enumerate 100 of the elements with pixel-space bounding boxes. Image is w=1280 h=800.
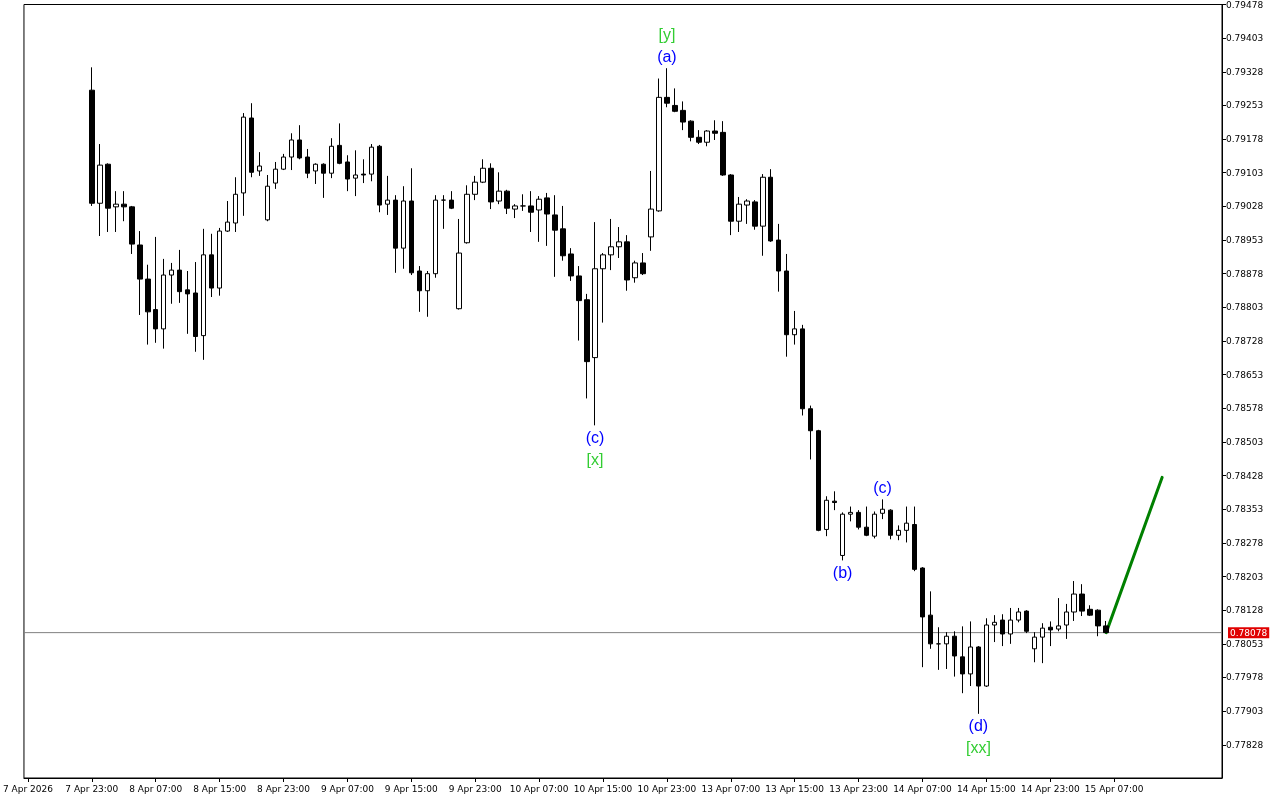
candlestick bbox=[97, 143, 103, 237]
y-tick-label: 0.77978 bbox=[1226, 672, 1264, 683]
y-tick-label: 0.78578 bbox=[1226, 403, 1264, 414]
candlestick bbox=[840, 511, 845, 561]
candlestick bbox=[145, 264, 151, 346]
y-tick-label: 0.78503 bbox=[1226, 436, 1264, 447]
y-tick-label: 0.78278 bbox=[1226, 537, 1264, 548]
y-tick-label: 0.77903 bbox=[1226, 706, 1264, 717]
y-tick-label: 0.78353 bbox=[1226, 504, 1264, 515]
y-tick-label: 0.79328 bbox=[1226, 66, 1264, 77]
candlestick bbox=[800, 324, 805, 416]
candlestick bbox=[225, 200, 230, 233]
candlestick bbox=[177, 249, 182, 304]
candlestick bbox=[337, 122, 342, 165]
x-tick-label: 9 Apr 15:00 bbox=[384, 783, 439, 794]
candlestick bbox=[928, 590, 933, 650]
candlestick bbox=[552, 194, 558, 278]
x-tick-label: 8 Apr 07:00 bbox=[129, 783, 183, 794]
candlestick bbox=[105, 162, 111, 233]
candlestick bbox=[792, 310, 797, 346]
y-tick-label: 0.79028 bbox=[1226, 201, 1264, 212]
candlestick bbox=[1016, 607, 1021, 623]
x-tick-label: 14 Apr 23:00 bbox=[1020, 783, 1080, 794]
candlestick bbox=[1000, 613, 1005, 647]
candlestick bbox=[824, 495, 829, 537]
candlestick bbox=[568, 247, 574, 282]
candlestick bbox=[305, 148, 310, 179]
candlestick bbox=[441, 194, 446, 230]
candlestick bbox=[976, 645, 981, 715]
y-tick-label: 0.78728 bbox=[1226, 336, 1264, 346]
x-tick-label: 13 Apr 15:00 bbox=[765, 783, 825, 794]
candlestick bbox=[449, 190, 454, 210]
candlestick bbox=[161, 258, 166, 350]
candlestick bbox=[233, 176, 238, 233]
candlestick bbox=[129, 205, 135, 255]
y-tick-label: 0.78953 bbox=[1226, 235, 1264, 246]
candlestick bbox=[273, 161, 278, 190]
candlestick bbox=[536, 195, 542, 243]
candlestick bbox=[752, 199, 758, 231]
candlestick bbox=[816, 429, 821, 532]
x-tick-label: 8 Apr 15:00 bbox=[193, 783, 247, 794]
x-tick-label: 13 Apr 23:00 bbox=[829, 783, 889, 794]
candlestick bbox=[1056, 597, 1061, 632]
y-tick-label: 0.78653 bbox=[1226, 369, 1264, 380]
candlestick bbox=[185, 270, 190, 335]
y-tick-label: 0.78203 bbox=[1226, 571, 1264, 582]
candlestick bbox=[217, 227, 222, 297]
y-tick-label: 0.78128 bbox=[1226, 605, 1264, 616]
candlestick bbox=[760, 173, 766, 257]
candlestick bbox=[313, 162, 318, 185]
candlestick bbox=[984, 617, 989, 688]
candlestick bbox=[241, 112, 246, 217]
candlestick bbox=[992, 614, 997, 643]
x-tick-label: 9 Apr 07:00 bbox=[320, 783, 375, 794]
annotation: [xx] bbox=[965, 739, 991, 757]
ref-line-label: 0.78078 bbox=[1230, 627, 1268, 638]
candlestick bbox=[361, 158, 366, 184]
candlestick bbox=[856, 509, 861, 530]
candlestick bbox=[680, 100, 686, 131]
candlestick bbox=[456, 218, 462, 311]
candlestick bbox=[496, 171, 502, 205]
candlestick bbox=[648, 170, 654, 252]
annotation: (b) bbox=[832, 563, 853, 581]
candlestick bbox=[480, 158, 486, 184]
x-tick-label: 14 Apr 15:00 bbox=[957, 783, 1016, 794]
candlestick bbox=[89, 66, 95, 207]
y-tick-label: 0.78428 bbox=[1226, 470, 1264, 481]
candlestick bbox=[113, 190, 119, 233]
candlestick bbox=[1103, 620, 1109, 634]
x-tick-label: 9 Apr 23:00 bbox=[448, 783, 502, 794]
annotation: [x] bbox=[586, 450, 604, 468]
candlestick bbox=[512, 203, 518, 219]
candlestick bbox=[656, 78, 662, 213]
candlestick bbox=[1040, 622, 1045, 664]
candlestick bbox=[880, 498, 885, 520]
candlestick bbox=[848, 506, 853, 522]
candlestick bbox=[488, 162, 494, 210]
candlestick bbox=[968, 620, 973, 687]
candlestick bbox=[353, 149, 358, 197]
y-tick-label: 0.79253 bbox=[1226, 100, 1264, 111]
x-tick-label: 7 Apr 23:00 bbox=[65, 783, 119, 794]
candlestick bbox=[960, 625, 965, 694]
candlestick bbox=[600, 252, 606, 324]
candlestick bbox=[345, 154, 350, 192]
candlestick bbox=[257, 151, 262, 177]
candlestick bbox=[137, 230, 143, 316]
x-tick-label: 7 Apr 2026 bbox=[2, 783, 54, 794]
candlestick bbox=[576, 265, 582, 342]
candlestick bbox=[688, 119, 694, 142]
candlestick bbox=[393, 194, 398, 274]
annotation: (d) bbox=[968, 717, 989, 735]
candlestick bbox=[864, 506, 869, 537]
candlestick bbox=[616, 226, 622, 259]
candlestick bbox=[1024, 609, 1029, 634]
candlestick bbox=[1048, 620, 1053, 647]
candlestick bbox=[464, 184, 470, 245]
candlestick bbox=[265, 174, 270, 222]
candlestick bbox=[209, 233, 214, 298]
candlestick bbox=[784, 253, 789, 358]
x-tick-label: 13 Apr 07:00 bbox=[701, 783, 761, 794]
